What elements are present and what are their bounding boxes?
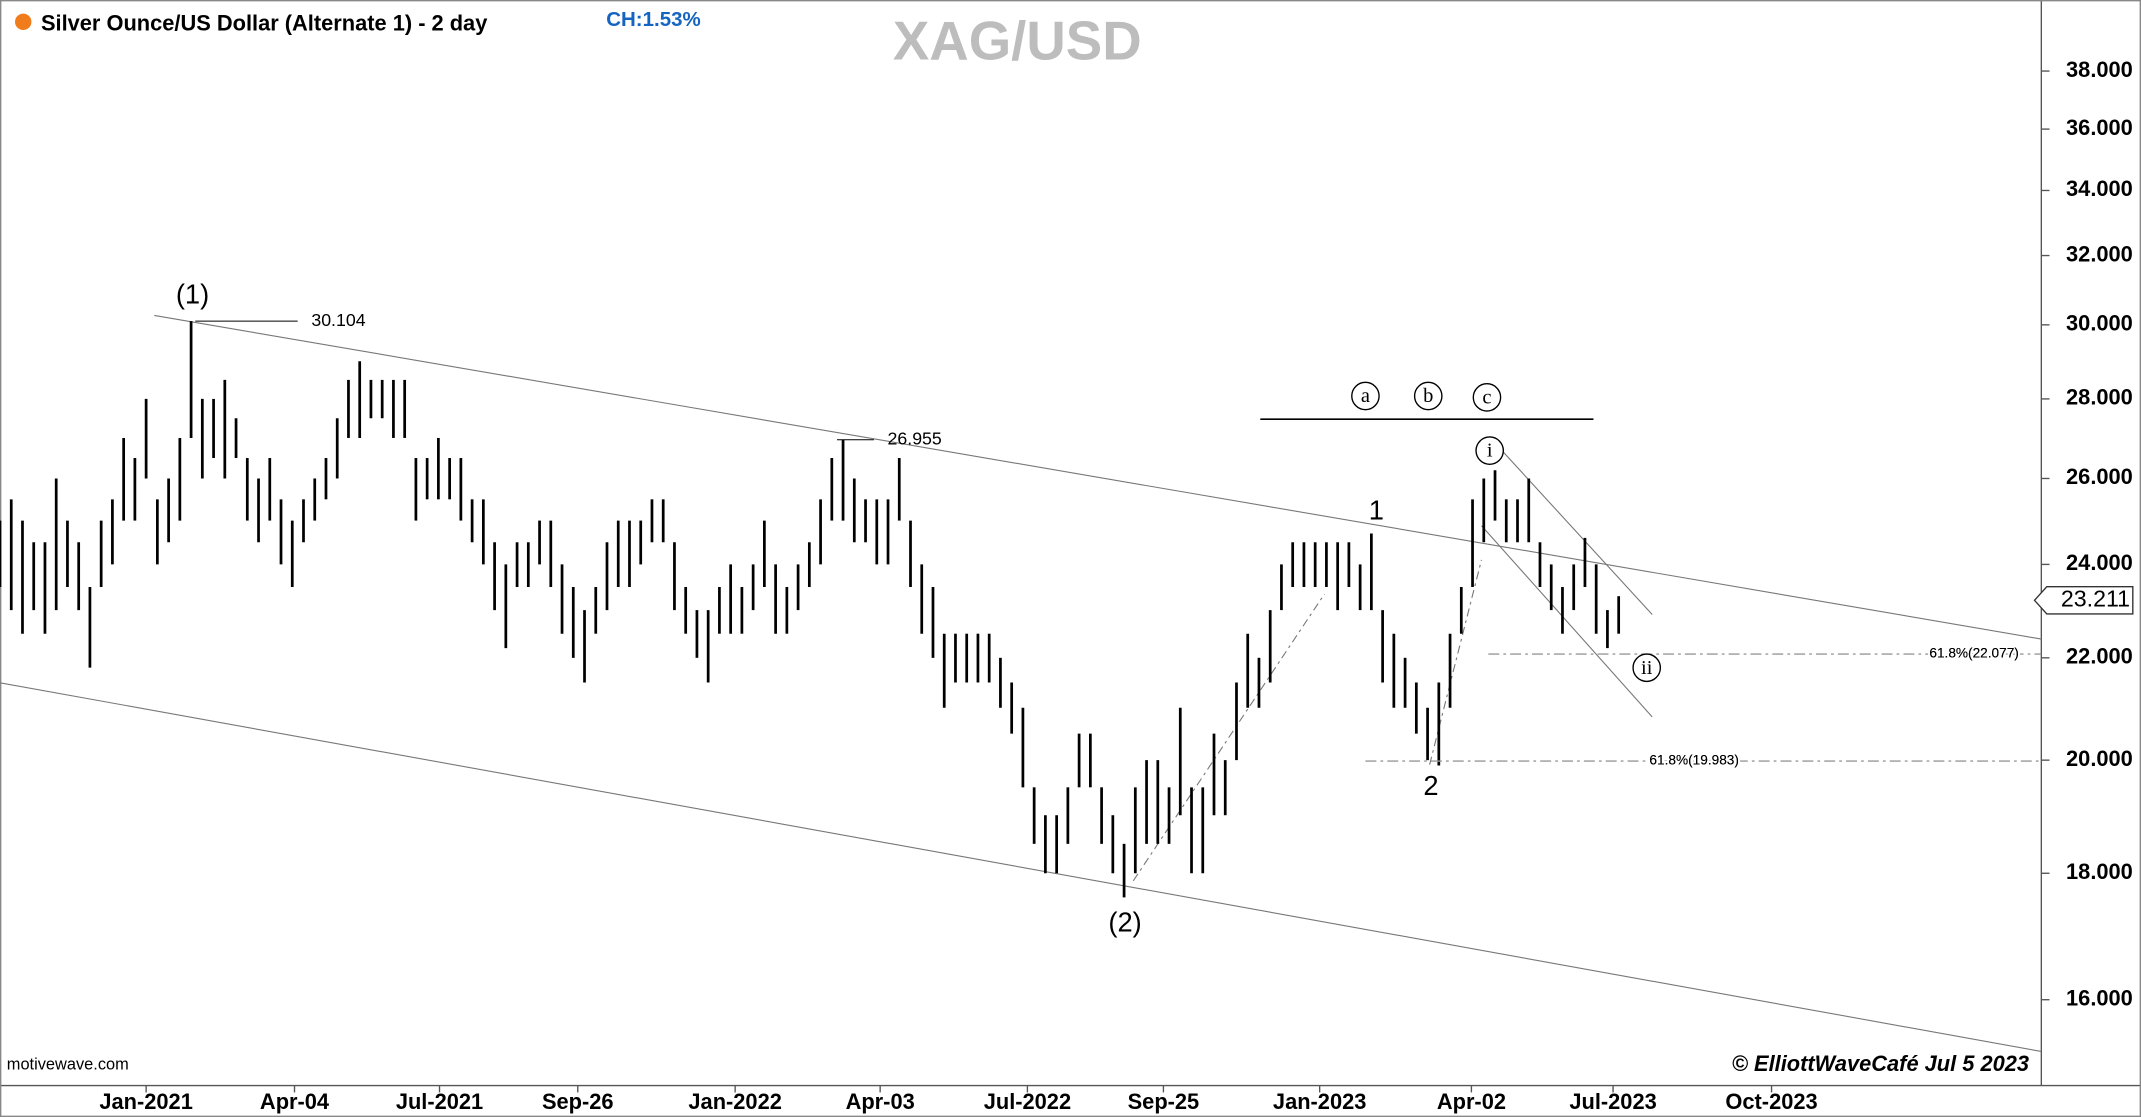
- channel-lower: [0, 682, 2042, 1052]
- status-dot: [15, 13, 32, 31]
- wave-circle: [1472, 383, 1502, 412]
- copyright: © ElliottWaveCafé Jul 5 2023: [1732, 1051, 2029, 1076]
- y-tick-label: 34.000: [2066, 176, 2133, 201]
- y-tick-label: 38.000: [2066, 57, 2133, 82]
- x-tick-label: Jul-2022: [984, 1089, 1071, 1114]
- x-tick-label: Jul-2021: [396, 1089, 483, 1114]
- x-tick-label: Sep-25: [1128, 1089, 1200, 1114]
- wave-circle: [1413, 381, 1443, 411]
- trend-lines: [0, 314, 2042, 1052]
- wave-label: (2): [1108, 907, 1141, 938]
- symbol-watermark: XAG/USD: [893, 10, 1142, 71]
- wave-line: [1429, 559, 1483, 765]
- source-label: motivewave.com: [7, 1055, 129, 1073]
- small-channel-upper: [1501, 450, 1653, 615]
- wave-label: 2: [1423, 770, 1438, 801]
- x-tick-label: Apr-02: [1437, 1089, 1506, 1114]
- x-tick-label: Sep-26: [542, 1089, 614, 1114]
- y-tick-label: 16.000: [2066, 985, 2133, 1010]
- fib-label: 61.8%(22.077): [1929, 646, 2018, 661]
- wave-label: (1): [176, 279, 209, 310]
- fib-label-text: 61.8%(19.983): [1649, 753, 1738, 768]
- fib-label-text: 61.8%(22.077): [1929, 646, 2018, 661]
- wave-circle: [1475, 436, 1505, 465]
- x-tick-label: Jan-2021: [99, 1089, 192, 1114]
- channel-upper: [154, 314, 2042, 640]
- y-tick-label: 18.000: [2066, 859, 2133, 884]
- wave-label: c: [1482, 386, 1491, 408]
- x-tick-label: Apr-03: [846, 1089, 915, 1114]
- y-tick-label: 36.000: [2066, 115, 2133, 140]
- last-price-label: 23.211: [2061, 585, 2130, 611]
- y-tick-label: 26.000: [2066, 464, 2133, 489]
- peak-label: 30.104: [311, 310, 365, 330]
- y-tick-label: 20.000: [2066, 746, 2133, 771]
- x-tick-label: Jul-2023: [1569, 1089, 1656, 1114]
- wave-label: b: [1423, 385, 1433, 407]
- y-tick-label: 32.000: [2066, 241, 2133, 266]
- x-tick-label: Jan-2022: [688, 1089, 781, 1114]
- y-tick-label: 28.000: [2066, 385, 2133, 410]
- y-tick-label: 24.000: [2066, 550, 2133, 575]
- peak-label: 26.955: [888, 428, 942, 448]
- wave-label: a: [1361, 385, 1370, 407]
- fib-label: 61.8%(19.983): [1649, 753, 1738, 768]
- wave-label: 1: [1369, 494, 1384, 525]
- wave-line: [1132, 593, 1325, 882]
- small-channel-lower: [1481, 525, 1653, 718]
- x-tick-label: Jan-2023: [1273, 1089, 1366, 1114]
- change-label: CH:1.53%: [606, 8, 700, 31]
- chart-title: Silver Ounce/US Dollar (Alternate 1) - 2…: [41, 10, 488, 35]
- wave-circle: [1632, 653, 1662, 683]
- wave-label: i: [1487, 440, 1493, 462]
- y-tick-label: 30.000: [2066, 311, 2133, 336]
- wave-circle: [1351, 381, 1380, 411]
- x-tick-label: Apr-04: [260, 1089, 330, 1114]
- wave-label: ii: [1641, 657, 1653, 679]
- y-tick-label: 22.000: [2066, 644, 2133, 669]
- last-price-badge: [2033, 585, 2134, 615]
- x-tick-label: Oct-2023: [1725, 1089, 1817, 1114]
